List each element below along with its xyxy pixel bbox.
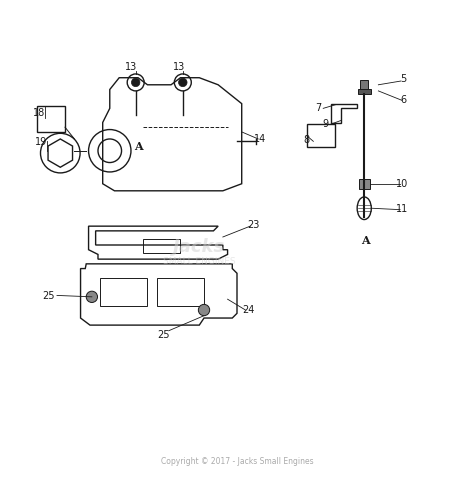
Bar: [307, 124, 335, 147]
Text: 6: 6: [401, 95, 407, 105]
Bar: [100, 278, 147, 306]
Circle shape: [179, 78, 187, 87]
Text: SMALL ENGINES: SMALL ENGINES: [163, 257, 236, 266]
Circle shape: [198, 304, 210, 316]
Bar: [36, 106, 65, 132]
Bar: [157, 278, 204, 306]
Text: A: A: [134, 141, 142, 151]
Text: Jacks: Jacks: [173, 238, 226, 256]
Text: A: A: [361, 235, 370, 246]
Text: Copyright © 2017 - Jacks Small Engines: Copyright © 2017 - Jacks Small Engines: [161, 457, 313, 466]
Circle shape: [131, 78, 140, 87]
Bar: [360, 80, 368, 89]
Text: 23: 23: [247, 220, 259, 230]
Circle shape: [86, 291, 98, 302]
Text: 7: 7: [315, 103, 321, 113]
Text: 10: 10: [396, 179, 408, 189]
Text: 13: 13: [173, 62, 186, 73]
Text: 14: 14: [255, 134, 267, 144]
Text: 25: 25: [158, 330, 170, 340]
Polygon shape: [357, 89, 371, 94]
Text: 13: 13: [125, 62, 137, 73]
Text: 9: 9: [322, 119, 328, 129]
Text: 11: 11: [396, 204, 408, 214]
Text: 25: 25: [42, 291, 55, 301]
Text: 8: 8: [304, 135, 310, 146]
Text: 18: 18: [33, 108, 45, 118]
Bar: [358, 179, 370, 190]
Text: 19: 19: [36, 137, 47, 147]
Bar: [143, 239, 181, 253]
Text: 5: 5: [400, 74, 406, 84]
Text: 24: 24: [242, 305, 255, 315]
